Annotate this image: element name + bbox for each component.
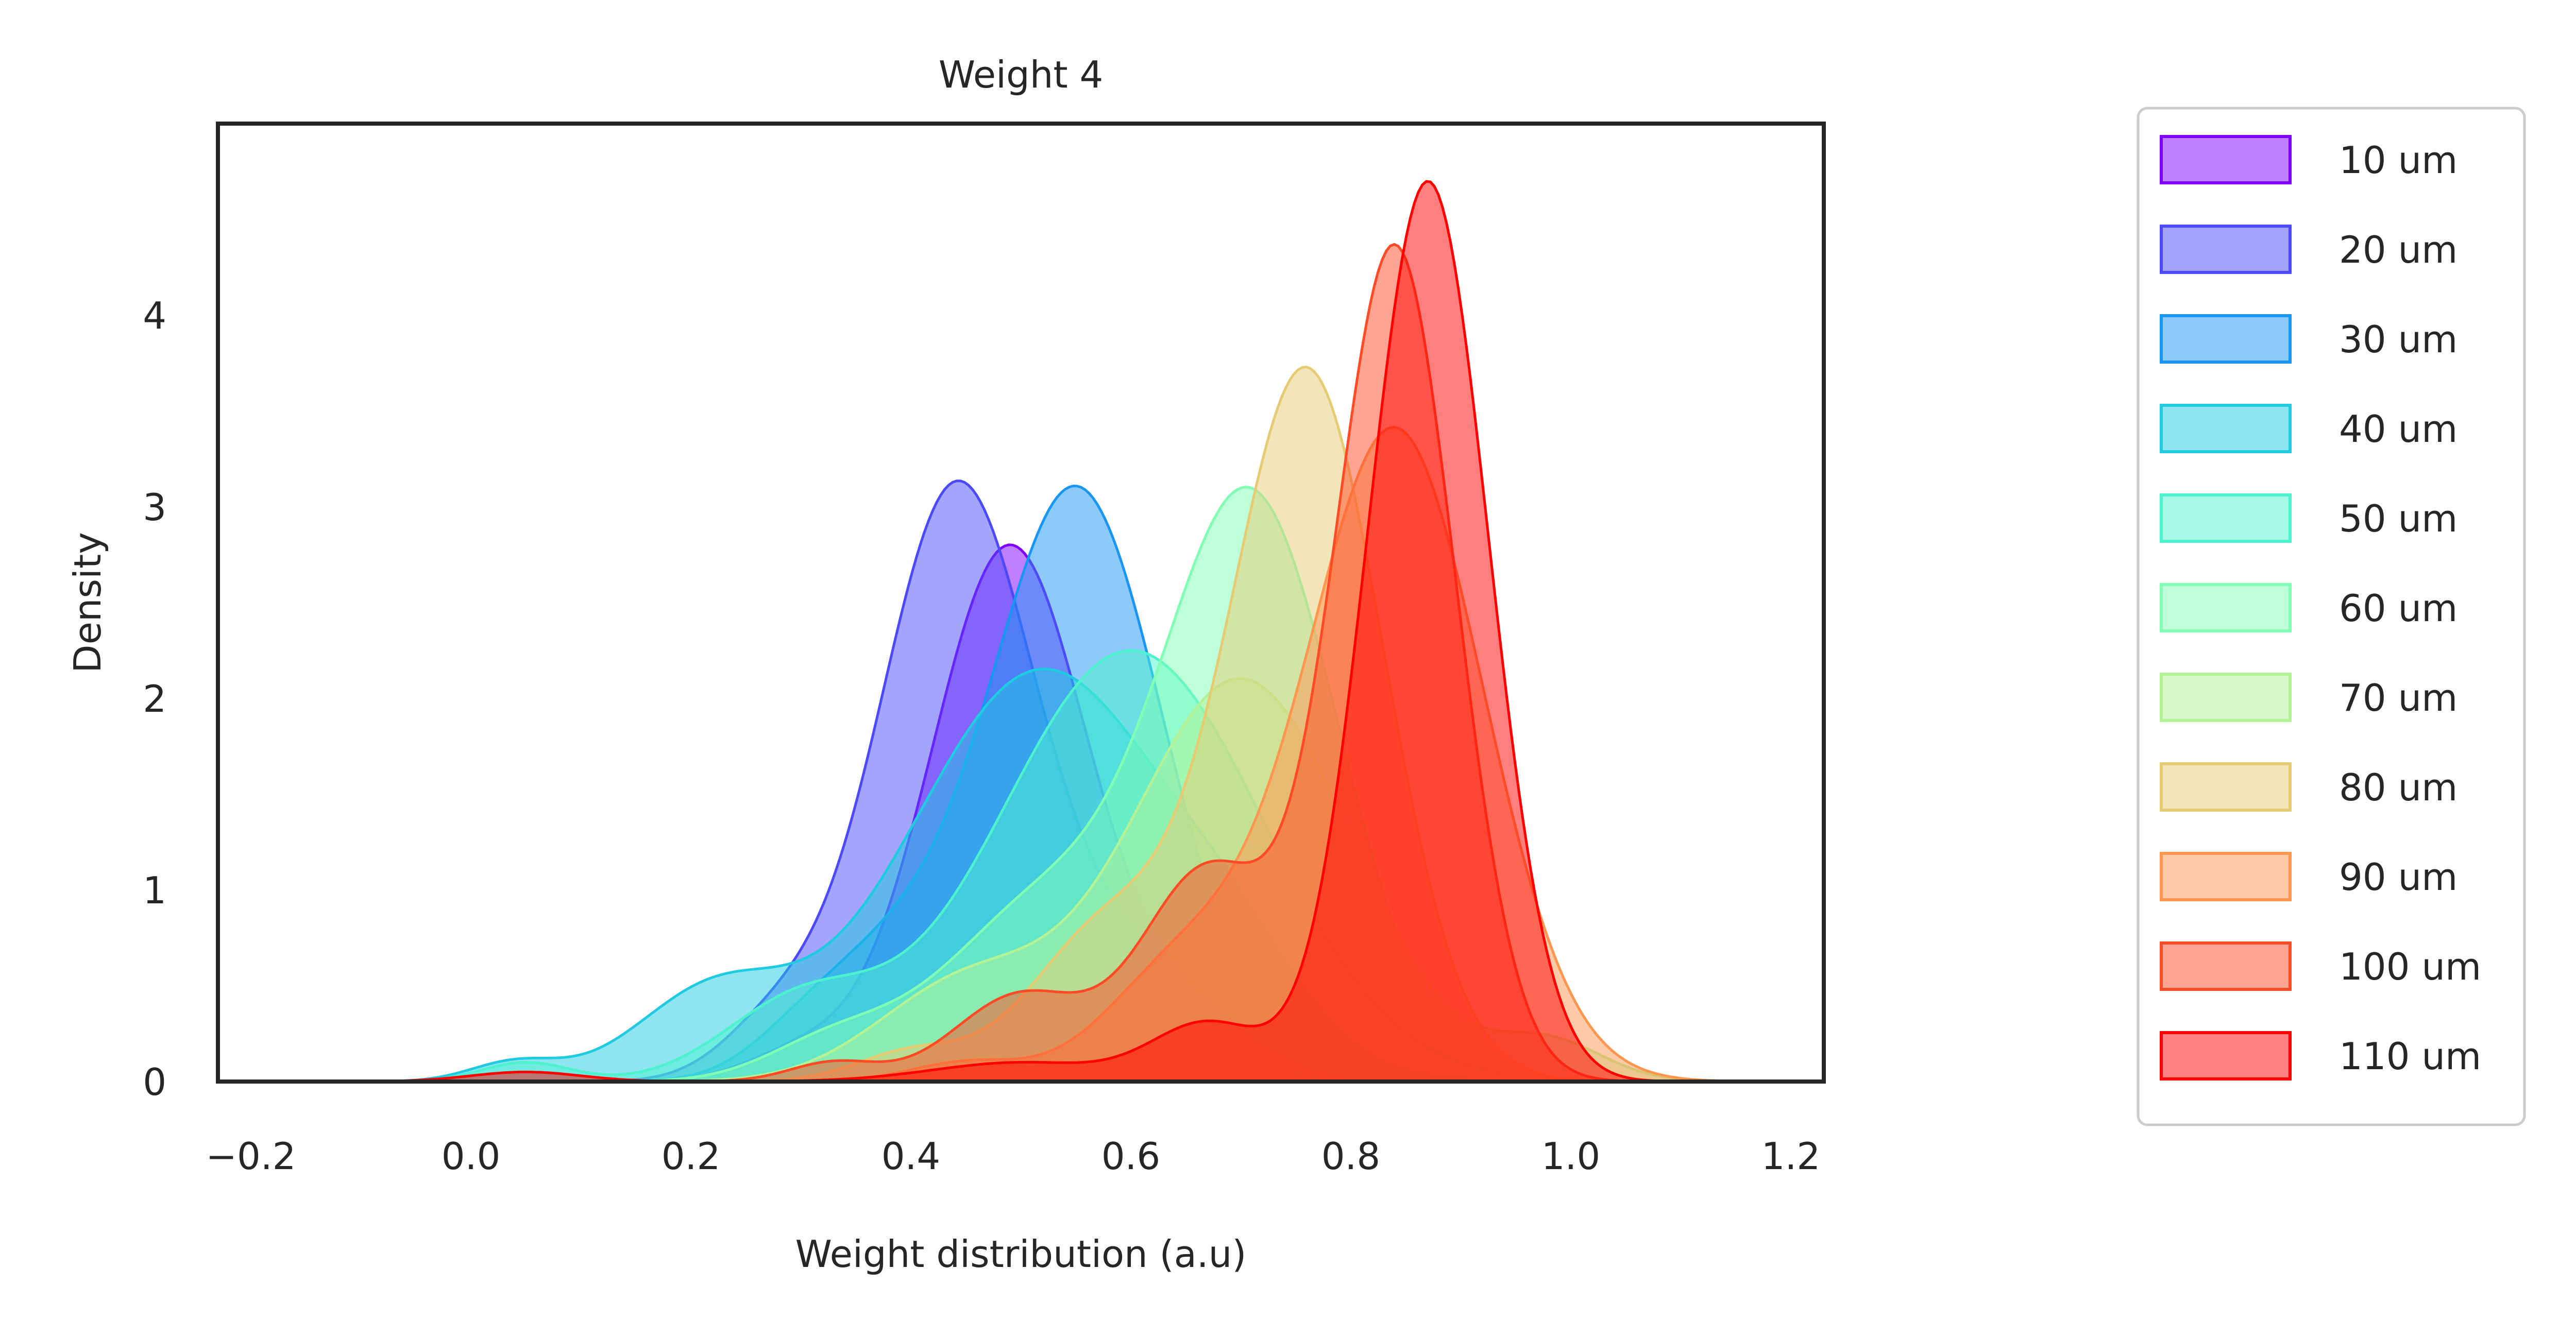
- legend-swatch: [2160, 493, 2292, 543]
- series-area-4: [218, 650, 1824, 1082]
- legend-swatch: [2160, 852, 2292, 901]
- y-tick-label: 2: [143, 677, 166, 721]
- y-tick-label: 4: [143, 294, 166, 337]
- series-line-0: [218, 543, 1824, 1082]
- legend-swatch: [2160, 135, 2292, 184]
- legend-label: 30 um: [2339, 318, 2458, 361]
- y-axis-label: Density: [66, 532, 109, 673]
- series-line-2: [218, 485, 1824, 1082]
- x-tick-label: 0.4: [882, 1135, 941, 1178]
- legend-label: 90 um: [2339, 855, 2458, 899]
- x-tick-label: 1.0: [1541, 1135, 1601, 1178]
- x-tick-label: 1.2: [1761, 1135, 1821, 1178]
- legend-swatch: [2160, 673, 2292, 722]
- legend-label: 100 um: [2339, 945, 2481, 988]
- legend-swatch: [2160, 314, 2292, 364]
- series-line-10: [218, 180, 1824, 1082]
- legend-label: 60 um: [2339, 587, 2458, 630]
- axes: −0.2 0.0 0.2 0.4 0.6 0.8 1.0 1.2 0 1 2 3 4: [143, 294, 1820, 1178]
- legend-swatch: [2160, 941, 2292, 991]
- legend-swatch: [2160, 583, 2292, 632]
- y-tick-label: 3: [143, 486, 166, 529]
- legend-label: 10 um: [2339, 139, 2458, 182]
- x-tick-label: 0.8: [1321, 1135, 1381, 1178]
- x-tick-label: 0.6: [1101, 1135, 1161, 1178]
- x-tick-label: −0.2: [206, 1135, 296, 1178]
- x-tick-label: 0.0: [442, 1135, 501, 1178]
- y-tick-label: 1: [143, 869, 166, 912]
- legend-swatch: [2160, 225, 2292, 274]
- legend-label: 70 um: [2339, 676, 2458, 719]
- legend-label: 80 um: [2339, 766, 2458, 809]
- x-tick-label: 0.2: [662, 1135, 721, 1178]
- legend-label: 20 um: [2339, 228, 2458, 271]
- legend-label: 110 um: [2339, 1035, 2481, 1078]
- y-tick-label: 0: [143, 1060, 166, 1104]
- legend-label: 50 um: [2339, 497, 2458, 540]
- legend: 10 um 20 um 30 um 40 um 50 um 60 um 70 um 80 um…: [2137, 107, 2526, 1126]
- legend-swatch: [2160, 404, 2292, 453]
- x-axis-label: Weight distribution (a.u): [795, 1232, 1247, 1276]
- plot-frame: [216, 122, 1826, 1084]
- legend-label: 40 um: [2339, 407, 2458, 451]
- legend-swatch: [2160, 1031, 2292, 1081]
- legend-swatch: [2160, 762, 2292, 812]
- chart-title: Weight 4: [939, 53, 1104, 96]
- series-area-10: [218, 181, 1824, 1082]
- plot-area: [218, 180, 1824, 1082]
